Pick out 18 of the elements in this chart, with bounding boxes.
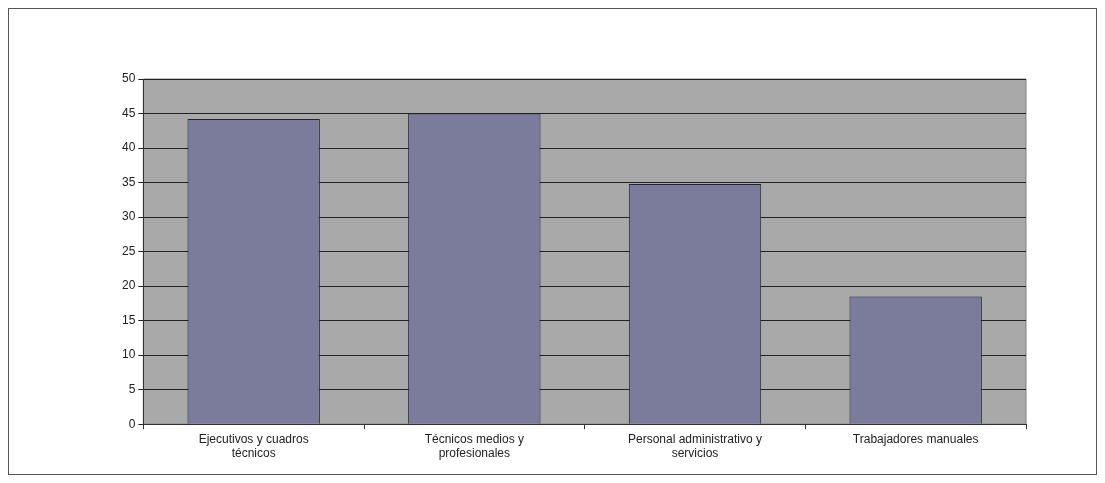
- y-tick-label: 40: [121, 140, 136, 155]
- category-label: servicios: [671, 446, 719, 461]
- y-tick-label: 5: [128, 381, 136, 396]
- category-label: técnicos: [231, 446, 276, 461]
- category-label: Trabajadores manuales: [852, 431, 979, 446]
- y-tick-label: 25: [121, 243, 136, 258]
- y-tick-label: 50: [121, 71, 136, 86]
- y-tick-label: 45: [121, 105, 136, 120]
- y-tick-label: 0: [128, 416, 136, 431]
- category-label: Personal administrativo y: [627, 431, 763, 446]
- y-tick-label: 15: [121, 312, 136, 327]
- y-tick-label: 30: [121, 209, 136, 224]
- y-tick-label: 10: [121, 347, 136, 362]
- y-tick-label: 35: [121, 174, 136, 189]
- y-tick-label: 20: [121, 278, 136, 293]
- category-label: Técnicos medios y: [424, 431, 525, 446]
- category-label: profesionales: [438, 446, 511, 461]
- category-label: Ejecutivos y cuadros: [198, 431, 309, 446]
